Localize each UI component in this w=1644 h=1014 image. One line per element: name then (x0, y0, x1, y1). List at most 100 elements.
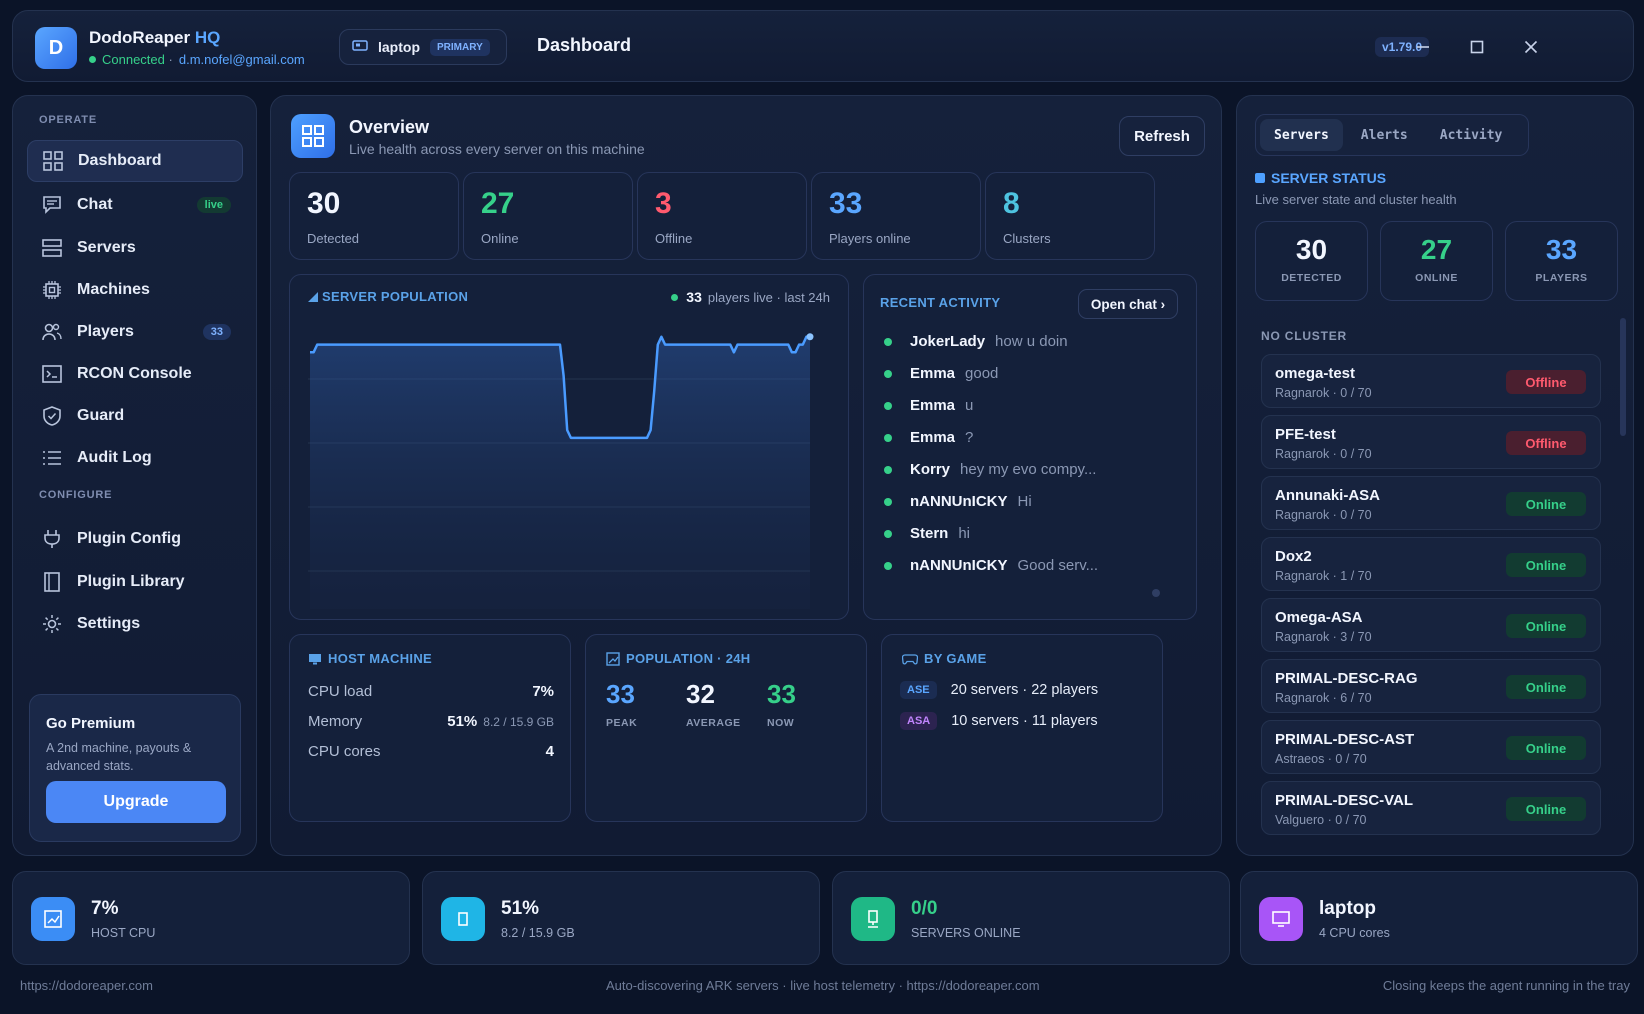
activity-dot (884, 561, 892, 570)
server-name: Annunaki-ASA (1275, 487, 1380, 504)
tab-alerts[interactable]: Alerts (1360, 127, 1408, 143)
server-meta: Ragnarok · 0 / 70 (1275, 447, 1372, 461)
game-row-asa: ASA 10 servers · 11 players (900, 712, 1098, 730)
stat-online: 27 Online (463, 172, 633, 260)
server-name: omega-test (1275, 365, 1356, 382)
server-name: PRIMAL-DESC-RAG (1275, 670, 1418, 687)
server-name: PFE-test (1275, 426, 1336, 443)
scroll-indicator (1152, 589, 1160, 597)
activity-item[interactable]: Stern hi (884, 525, 970, 542)
activity-user: Stern (910, 525, 949, 542)
sidebar-item-audit-log[interactable]: Audit Log (27, 437, 243, 479)
nav-group-operate: OPERATE (39, 114, 97, 126)
server-row[interactable]: omega-test Ragnarok · 0 / 70 Offline (1261, 354, 1601, 408)
version-badge: v1.79.0 (1375, 37, 1430, 57)
server-meta: Ragnarok · 6 / 70 (1275, 691, 1372, 705)
sidebar-item-plugin-config[interactable]: Plugin Config (27, 518, 243, 560)
population-24h-title: POPULATION · 24H (606, 651, 750, 666)
activity-item[interactable]: JokerLady how u doin (884, 333, 1068, 350)
status-badge: Offline (1506, 370, 1586, 394)
server-row[interactable]: Dox2 Ragnarok · 1 / 70 Online (1261, 537, 1601, 591)
close-button[interactable] (1517, 33, 1545, 61)
maximize-button[interactable] (1463, 33, 1491, 61)
tab-servers[interactable]: Servers (1260, 119, 1343, 151)
footer-link[interactable]: https://dodoreaper.com (20, 978, 153, 993)
machine-name: laptop (378, 39, 420, 55)
refresh-button[interactable]: Refresh (1119, 116, 1205, 156)
activity-user: Emma (910, 397, 956, 414)
maximize-icon (1470, 40, 1484, 54)
activity-user: nANNUnICKY (910, 493, 1008, 510)
activity-item[interactable]: nANNUnICKY Hi (884, 493, 1032, 510)
users-icon (41, 321, 63, 343)
machine-selector[interactable]: laptop PRIMARY (339, 29, 507, 65)
close-icon (1524, 40, 1538, 54)
server-row[interactable]: PRIMAL-DESC-VAL Valguero · 0 / 70 Online (1261, 781, 1601, 835)
cpu-cores-row: CPU cores 4 (308, 743, 554, 760)
activity-user: JokerLady (910, 333, 986, 350)
tab-activity[interactable]: Activity (1439, 127, 1503, 143)
metric-memory: 51% 8.2 / 15.9 GB (422, 871, 820, 965)
chat-icon (41, 194, 63, 216)
status-badge: Online (1506, 553, 1586, 577)
activity-item[interactable]: Emma u (884, 397, 973, 414)
connection-status: Connected · d.m.nofel@gmail.com (89, 52, 305, 67)
sidebar-item-players[interactable]: Players 33 (27, 311, 243, 353)
activity-user: nANNUnICKY (910, 557, 1008, 574)
activity-dot (884, 465, 892, 474)
activity-message: Hi (1017, 493, 1032, 510)
server-row[interactable]: PFE-test Ragnarok · 0 / 70 Offline (1261, 415, 1601, 469)
mini-stat-online: 27 ONLINE (1380, 221, 1493, 301)
activity-dot (884, 433, 892, 442)
stat-offline: 3 Offline (637, 172, 807, 260)
server-row[interactable]: Omega-ASA Ragnarok · 3 / 70 Online (1261, 598, 1601, 652)
memory-row: Memory 51% 8.2 / 15.9 GB (308, 713, 554, 730)
sidebar-item-settings[interactable]: Settings (27, 603, 243, 645)
app-name: DodoReaper HQ (89, 28, 221, 47)
players-count-badge: 33 (202, 324, 231, 340)
overview-subtitle: Live health across every server on this … (349, 141, 645, 157)
footer-center-text: Auto-discovering ARK servers · live host… (606, 978, 1040, 993)
activity-item[interactable]: nANNUnICKY Good serv... (884, 557, 1098, 574)
activity-message: ? (965, 429, 974, 446)
sidebar-item-dashboard[interactable]: Dashboard (27, 140, 243, 182)
server-row[interactable]: PRIMAL-DESC-AST Astraeos · 0 / 70 Online (1261, 720, 1601, 774)
server-meta: Valguero · 0 / 70 (1275, 813, 1367, 827)
minimize-button[interactable] (1409, 33, 1437, 61)
machine-icon (352, 39, 368, 56)
sidebar-item-servers[interactable]: Servers (27, 227, 243, 269)
premium-description: A 2nd machine, payouts & advanced stats. (46, 741, 192, 773)
population-line (310, 335, 810, 440)
server-meta: Ragnarok · 3 / 70 (1275, 630, 1372, 644)
footer-tray-note: Closing keeps the agent running in the t… (1382, 978, 1630, 993)
sidebar-item-machines[interactable]: Machines (27, 269, 243, 311)
activity-dot (884, 529, 892, 538)
game-tag-ase: ASE (900, 681, 937, 699)
open-chat-button[interactable]: Open chat › (1078, 289, 1178, 319)
sidebar-item-rcon-console[interactable]: RCON Console (27, 353, 243, 395)
server-icon (851, 897, 895, 941)
activity-dot (884, 497, 892, 506)
monitor-icon (309, 653, 321, 664)
activity-dot (884, 401, 892, 410)
activity-item[interactable]: Emma? (884, 429, 973, 446)
server-name: PRIMAL-DESC-AST (1275, 731, 1415, 748)
activity-item[interactable]: Emma good (884, 365, 998, 382)
status-badge: Online (1506, 492, 1586, 516)
population-area (310, 336, 810, 609)
sidebar-item-guard[interactable]: Guard (27, 395, 243, 437)
host-machine-title: HOST MACHINE (308, 651, 432, 666)
sidebar-item-chat[interactable]: Chat live (27, 184, 243, 226)
status-badge: Offline (1506, 431, 1586, 455)
by-game-title: BY GAME (902, 651, 987, 666)
server-list-scrollbar[interactable] (1620, 318, 1626, 436)
sidebar-item-plugin-library[interactable]: Plugin Library (27, 561, 243, 603)
upgrade-button[interactable]: Upgrade (46, 781, 226, 823)
server-row[interactable]: Annunaki-ASA Ragnarok · 0 / 70 Online (1261, 476, 1601, 530)
activity-item[interactable]: Korry hey my evo compy... (884, 461, 1096, 478)
chart-triangle-icon (308, 291, 318, 302)
server-row[interactable]: PRIMAL-DESC-RAG Ragnarok · 6 / 70 Online (1261, 659, 1601, 713)
overview-title: Overview (349, 117, 430, 137)
account-email[interactable]: d.m.nofel@gmail.com (178, 52, 305, 67)
nav-group-configure: CONFIGURE (39, 489, 113, 501)
